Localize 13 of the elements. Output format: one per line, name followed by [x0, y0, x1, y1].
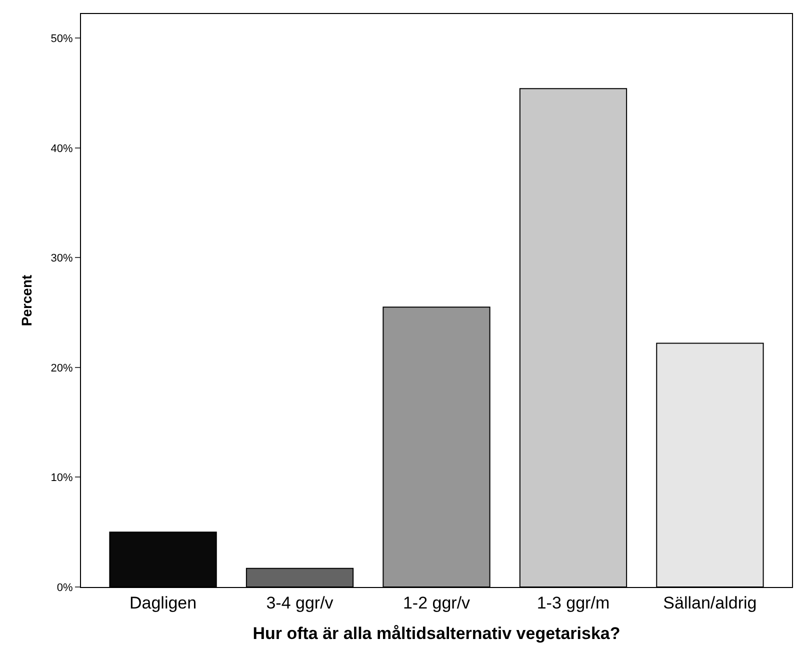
y-tick-label: 20% — [50, 362, 74, 374]
x-axis-title: Hur ofta är alla måltidsalternativ vegetariska? — [252, 624, 620, 643]
y-tick-label: 40% — [50, 142, 74, 155]
x-tick-label: Dagligen — [129, 593, 197, 612]
y-tick-label: 30% — [50, 252, 74, 265]
y-tick-label: 0% — [56, 582, 74, 594]
y-tick-label: 10% — [50, 472, 74, 484]
x-tick-label: 1-2 ggr/v — [402, 593, 471, 612]
x-tick-label: 3-4 ggr/v — [266, 593, 334, 612]
y-tick-label: 50% — [50, 33, 74, 45]
x-tick-label: 1-3 ggr/m — [536, 593, 610, 612]
y-axis-title: Percent — [18, 274, 34, 326]
x-tick-label: Sällan/aldrig — [663, 593, 757, 612]
